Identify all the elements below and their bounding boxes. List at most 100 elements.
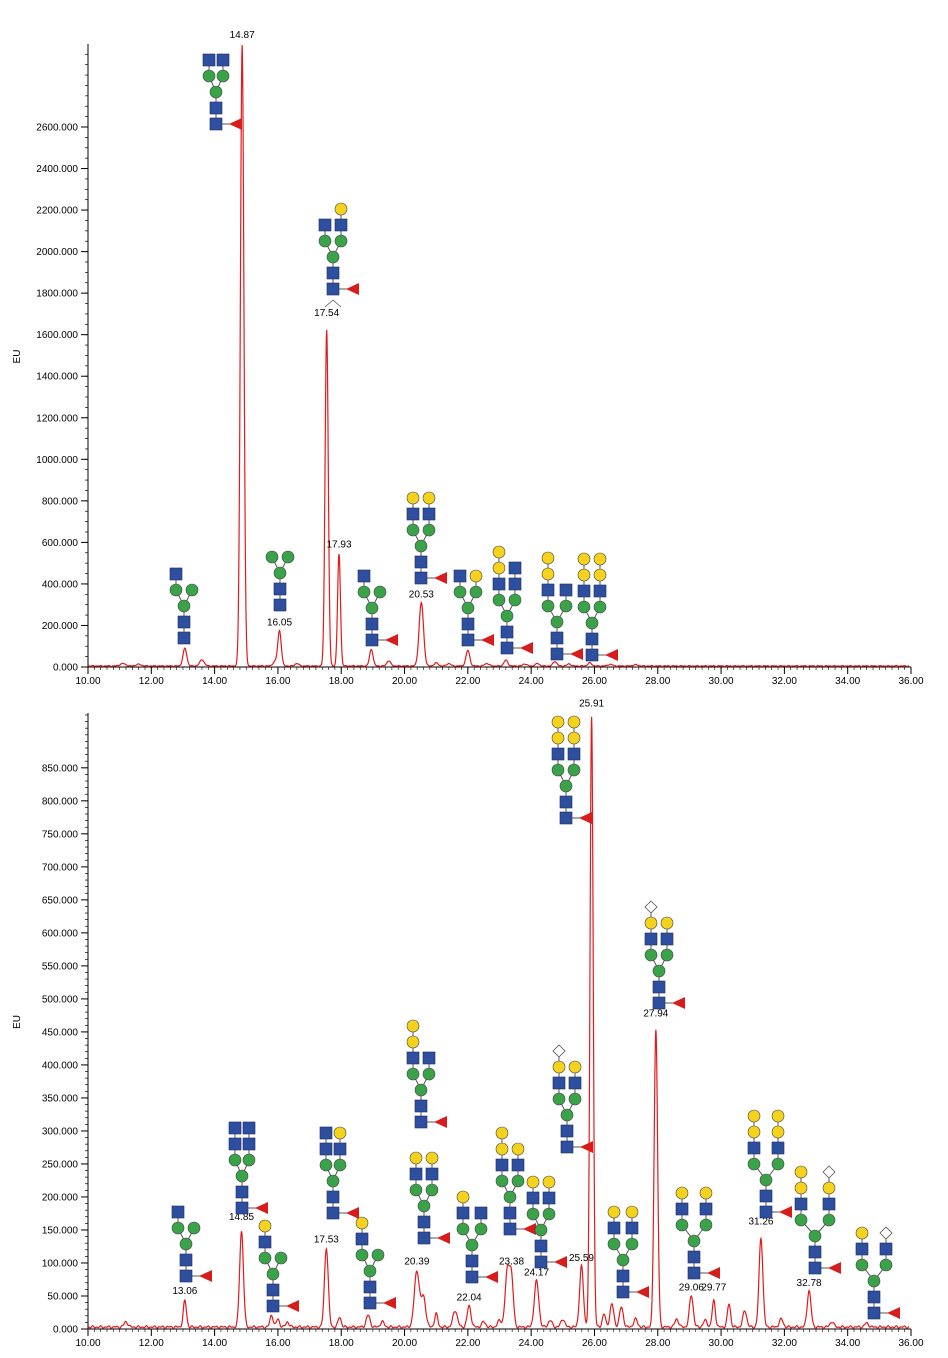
- glcnac-square: [503, 1206, 517, 1220]
- peak-label: 27.94: [643, 1009, 668, 1020]
- fucose-triangle: [828, 1262, 841, 1274]
- x-tick-label: 14.00: [202, 676, 227, 687]
- y-axis-label: EU: [12, 350, 23, 364]
- fucose-triangle: [434, 1116, 447, 1128]
- glcnac-square: [266, 1299, 280, 1313]
- glycan-structure: [541, 551, 583, 661]
- mannose-circle: [187, 1221, 201, 1235]
- glcnac-square: [550, 647, 564, 661]
- glcnac-square: [568, 1076, 582, 1090]
- mannose-circle: [585, 616, 599, 630]
- glcnac-square: [453, 569, 467, 583]
- peak-leader-line: [324, 299, 342, 308]
- x-tick-label: 18.00: [329, 1338, 354, 1349]
- glycan-structure: [577, 552, 618, 662]
- y-tick-label: 500.000: [42, 994, 79, 1005]
- chromatogram-trace: [88, 716, 910, 1329]
- fucose-triangle: [636, 1286, 649, 1298]
- y-tick-label: 200.000: [42, 621, 79, 632]
- galactose-circle: [568, 1060, 582, 1074]
- glcnac-square: [228, 1137, 242, 1151]
- glcnac-square: [550, 631, 564, 645]
- fucose-triangle: [286, 1300, 299, 1312]
- mannose-circle: [492, 593, 506, 607]
- glcnac-square: [242, 1137, 256, 1151]
- fucose-triangle: [346, 1207, 359, 1219]
- chromatogram-panel-1: 0.000 200.000 400.000 600.000 800.000 1000.00…: [12, 30, 924, 687]
- glcnac-square: [318, 218, 332, 232]
- galactose-circle: [495, 1126, 509, 1140]
- peak-label: 25.91: [579, 698, 604, 709]
- peak-label: 20.53: [409, 590, 434, 601]
- x-tick-label: 20.00: [392, 676, 417, 687]
- y-tick-label: 200.000: [42, 1192, 79, 1203]
- galactose-circle: [771, 1125, 785, 1139]
- mannose-circle: [266, 1267, 280, 1281]
- fucose-triangle: [383, 1297, 396, 1309]
- mannose-circle: [185, 583, 199, 597]
- glcnac-square: [794, 1197, 808, 1211]
- glcnac-square: [177, 631, 191, 645]
- x-tick-label: 10.00: [75, 1338, 100, 1349]
- x-tick-label: 16.00: [265, 1338, 290, 1349]
- y-tick-label: 700.000: [42, 862, 79, 873]
- glycan-structure: [495, 1126, 536, 1236]
- glcnac-square: [209, 101, 223, 115]
- glycan-structure: [406, 491, 447, 585]
- mannose-circle: [607, 1237, 621, 1251]
- mannose-circle: [326, 1174, 340, 1188]
- glycan-structure: [409, 1151, 450, 1245]
- glcnac-square: [179, 1253, 193, 1267]
- mannose-circle: [567, 763, 581, 777]
- galactose-circle: [771, 1109, 785, 1123]
- sialic-diamond: [644, 900, 658, 914]
- glcnac-square: [414, 555, 428, 569]
- glycan-structure: [355, 1216, 396, 1310]
- glcnac-square: [625, 1221, 639, 1235]
- peak-label: 31.26: [748, 1217, 773, 1228]
- mannose-circle: [644, 948, 658, 962]
- y-tick-label: 1400.000: [36, 372, 78, 383]
- peak-label: 29.06: [679, 1283, 704, 1294]
- mannose-circle: [500, 609, 514, 623]
- galactose-circle: [660, 916, 674, 930]
- mannose-circle: [319, 1158, 333, 1172]
- galactose-circle: [541, 551, 555, 565]
- fucose-triangle: [554, 1256, 567, 1268]
- y-tick-label: 0.000: [53, 1325, 78, 1336]
- glcnac-square: [334, 218, 348, 232]
- mannose-circle: [542, 1207, 556, 1221]
- mannose-circle: [453, 585, 467, 599]
- glcnac-square: [202, 53, 216, 67]
- galactose-circle: [492, 545, 506, 559]
- mannose-circle: [242, 1153, 256, 1167]
- x-tick-label: 30.00: [709, 676, 734, 687]
- glcnac-square: [577, 584, 591, 598]
- glcnac-square: [492, 577, 506, 591]
- sialic-diamond: [822, 1165, 836, 1179]
- mannose-circle: [417, 1199, 431, 1213]
- glcnac-square: [422, 1051, 436, 1065]
- x-tick-label: 24.00: [519, 676, 544, 687]
- mannose-circle: [687, 1234, 701, 1248]
- glcnac-square: [465, 1270, 479, 1284]
- glcnac-square: [560, 1140, 574, 1154]
- glcnac-square: [326, 1206, 340, 1220]
- glycan-structure: [319, 1126, 359, 1220]
- x-tick-label: 22.00: [455, 676, 480, 687]
- y-tick-label: 300.000: [42, 1126, 79, 1137]
- glycan-structure: [258, 1219, 299, 1313]
- galactose-circle: [334, 202, 348, 216]
- galactose-circle: [567, 715, 581, 729]
- peak-label: 24.17: [524, 1268, 549, 1279]
- x-tick-label: 18.00: [329, 676, 354, 687]
- mannose-circle: [560, 1108, 574, 1122]
- mannose-circle: [281, 550, 295, 564]
- fucose-triangle: [199, 1270, 212, 1282]
- y-tick-label: 2600.000: [36, 123, 78, 134]
- mannose-circle: [461, 601, 475, 615]
- mannose-circle: [422, 1067, 436, 1081]
- y-tick-label: 1200.000: [36, 413, 78, 424]
- galactose-circle: [425, 1151, 439, 1165]
